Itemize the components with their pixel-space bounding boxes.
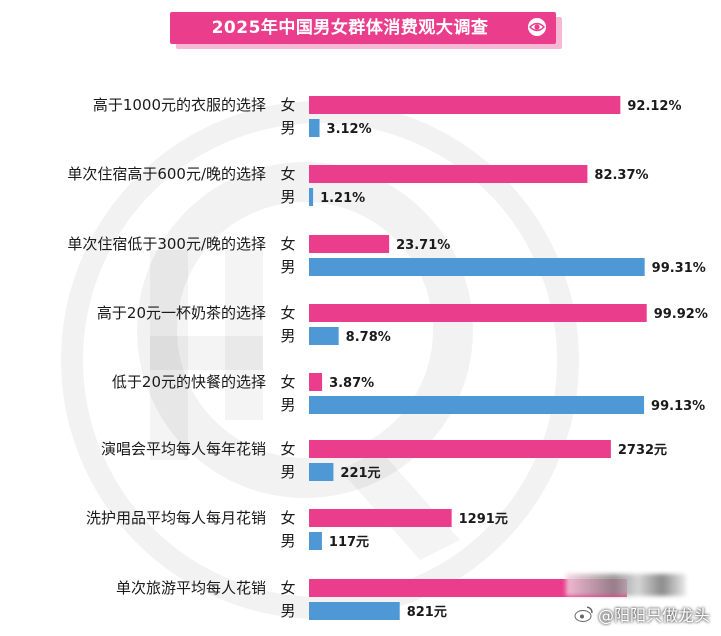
category-label: 单次住宿低于300元/晚的选择 — [67, 235, 266, 253]
data-label: 1291元 — [459, 512, 508, 527]
series-label: 女 — [280, 509, 295, 527]
bar-male — [309, 602, 400, 620]
series-label: 男 — [280, 532, 295, 550]
data-label: 23.71% — [396, 238, 450, 253]
series-label: 男 — [280, 463, 295, 481]
bar-male — [309, 396, 645, 414]
category-label: 低于20元的快餐的选择 — [112, 373, 266, 391]
bar-female — [309, 373, 323, 391]
data-label: 92.12% — [627, 99, 681, 114]
category-label: 单次旅游平均每人花销 — [116, 579, 266, 597]
series-label: 男 — [280, 119, 295, 137]
series-label: 男 — [280, 188, 295, 206]
magnifier-eye-icon — [526, 16, 553, 42]
bar-female — [309, 96, 621, 114]
watermark-credit-text: @阳阳只做龙头 — [598, 606, 711, 625]
data-label: 117元 — [329, 535, 369, 550]
title-bar — [170, 12, 556, 44]
chart-title: 2025年中国男女群体消费观大调查 — [211, 18, 489, 38]
series-label: 男 — [280, 258, 295, 276]
data-label: 99.13% — [651, 399, 705, 414]
data-label: 221元 — [340, 466, 380, 481]
series-label: 女 — [280, 96, 295, 114]
category-label: 洗护用品平均每人每月花销 — [86, 509, 266, 527]
weibo-logo-icon — [574, 606, 593, 622]
bar-female — [309, 579, 627, 597]
bar-female — [309, 440, 611, 458]
series-label: 女 — [280, 440, 295, 458]
title-banner: 2025年中国男女群体消费观大调查 — [170, 12, 578, 48]
data-label: 1.21% — [320, 191, 365, 206]
series-label: 女 — [280, 373, 295, 391]
category-label: 单次住宿高于600元/晚的选择 — [67, 165, 266, 183]
series-label: 男 — [280, 327, 295, 345]
bar-male — [309, 188, 314, 206]
bar-female — [309, 235, 390, 253]
category-label: 演唱会平均每人每年花销 — [101, 440, 266, 458]
watermark-credit: @阳阳只做龙头 — [574, 600, 710, 628]
series-label: 女 — [280, 235, 295, 253]
data-label: 2732元 — [618, 443, 667, 458]
bar-male — [309, 463, 334, 481]
category-label: 高于1000元的衣服的选择 — [93, 96, 266, 114]
series-label: 女 — [280, 304, 295, 322]
data-label: 99.31% — [652, 261, 706, 276]
blurred-obscured-area — [566, 574, 686, 596]
series-label: 男 — [280, 602, 295, 620]
bar-female — [309, 165, 588, 183]
data-label: 82.37% — [594, 168, 648, 183]
data-label: 821元 — [407, 605, 447, 620]
category-label: 高于20元一杯奶茶的选择 — [97, 304, 266, 322]
series-label: 男 — [280, 396, 295, 414]
data-label: 3.87% — [329, 376, 374, 391]
bar-female — [309, 304, 647, 322]
data-label: 3.12% — [327, 122, 372, 137]
bar-male — [309, 119, 320, 137]
data-label: 99.92% — [654, 307, 708, 322]
data-label: 8.78% — [346, 330, 391, 345]
series-label: 女 — [280, 165, 295, 183]
bar-male — [309, 327, 339, 345]
series-label: 女 — [280, 579, 295, 597]
bar-male — [309, 532, 322, 550]
bar-female — [309, 509, 452, 527]
bar-male — [309, 258, 645, 276]
